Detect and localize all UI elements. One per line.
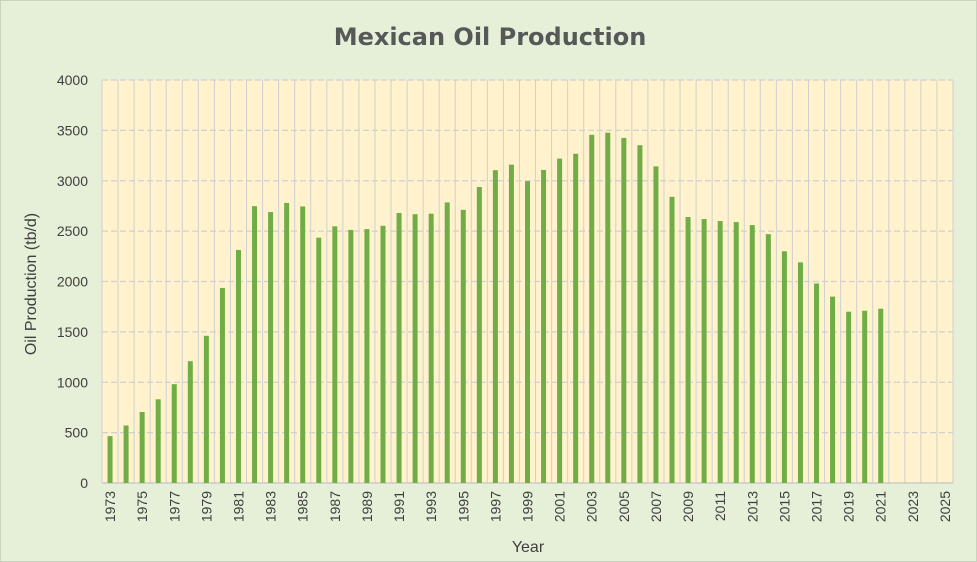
bar — [123, 425, 129, 483]
chart-title: Mexican Oil Production — [334, 23, 647, 51]
x-tick-label: 2011 — [712, 491, 728, 521]
x-tick-label: 1987 — [327, 491, 343, 522]
bar — [492, 170, 498, 483]
x-tick-label: 2013 — [744, 491, 760, 522]
bar — [412, 214, 418, 483]
bar — [621, 137, 627, 483]
bar — [814, 283, 820, 483]
bar — [589, 134, 595, 484]
x-tick-label: 1983 — [263, 491, 279, 522]
bar — [557, 158, 563, 483]
bar — [797, 262, 803, 483]
bar — [187, 361, 193, 483]
x-tick-label: 2007 — [648, 491, 664, 522]
x-tick-label: 1985 — [295, 491, 311, 522]
y-tick-label: 1000 — [57, 374, 88, 390]
bar — [155, 399, 161, 483]
bar — [203, 335, 209, 483]
bar — [252, 206, 258, 484]
bar — [171, 384, 177, 483]
bar — [765, 234, 771, 483]
bar — [541, 169, 547, 483]
bar — [300, 206, 306, 483]
x-tick-label: 2001 — [552, 491, 568, 522]
bar — [685, 217, 691, 483]
bar — [332, 226, 338, 483]
y-tick-labels: 0 500 1000 1500 2000 2500 3000 3500 4000 — [57, 72, 88, 491]
bar — [460, 209, 466, 483]
y-tick-label: 500 — [65, 425, 89, 441]
bar — [733, 222, 739, 483]
bar — [380, 225, 386, 483]
bar — [637, 145, 643, 484]
x-tick-label: 2023 — [905, 491, 921, 522]
bar — [316, 237, 322, 483]
x-axis-title: Year — [512, 539, 545, 556]
x-tick-label: 2017 — [809, 491, 825, 522]
y-axis-title: Oil Production (tb/d) — [23, 213, 40, 355]
bar — [862, 310, 868, 483]
y-tick-label: 1500 — [57, 324, 88, 340]
bar — [701, 219, 707, 483]
bars — [107, 132, 884, 484]
x-tick-label: 1997 — [487, 491, 503, 522]
y-tick-label: 3000 — [57, 173, 88, 189]
bar — [219, 287, 225, 483]
x-tick-label: 1989 — [359, 491, 375, 522]
bar — [669, 196, 675, 483]
bar — [717, 221, 723, 484]
bar — [284, 202, 290, 484]
x-tick-label: 1977 — [166, 491, 182, 522]
bar — [444, 202, 450, 483]
bar — [878, 308, 884, 483]
x-tick-label: 2005 — [616, 491, 632, 522]
bar — [830, 296, 836, 483]
bar — [396, 212, 402, 484]
bar — [268, 212, 274, 483]
bar — [476, 186, 482, 483]
y-tick-label: 2000 — [57, 274, 88, 290]
y-tick-label: 2500 — [57, 223, 88, 239]
x-tick-labels: 1973 1975 1977 1979 1981 1983 1985 1987 1989 1991… — [102, 491, 953, 522]
bar — [364, 229, 370, 483]
bar — [846, 311, 852, 483]
bar — [235, 249, 241, 483]
bar — [573, 153, 579, 483]
y-tick-label: 0 — [80, 475, 88, 491]
bar — [781, 251, 787, 483]
x-tick-label: 2025 — [937, 491, 953, 522]
x-tick-label: 1991 — [391, 491, 407, 522]
y-tick-label: 4000 — [57, 72, 88, 88]
bar — [605, 132, 611, 483]
x-tick-label: 2021 — [873, 491, 889, 522]
x-tick-label: 2009 — [680, 491, 696, 522]
y-tick-label: 3500 — [57, 122, 88, 138]
bar — [139, 411, 145, 483]
x-tick-label: 1999 — [520, 491, 536, 522]
bar — [508, 164, 514, 483]
x-tick-label: 1995 — [455, 491, 471, 522]
x-tick-label: 1973 — [102, 491, 118, 522]
bar — [653, 166, 659, 483]
bar — [428, 213, 434, 483]
bar — [348, 229, 354, 483]
bar — [749, 225, 755, 483]
x-tick-label: 2015 — [776, 491, 792, 522]
x-tick-label: 1993 — [423, 491, 439, 522]
x-tick-label: 1975 — [134, 491, 150, 522]
x-tick-label: 1979 — [198, 491, 214, 522]
x-tick-label: 2019 — [841, 491, 857, 522]
x-tick-label: 2003 — [584, 491, 600, 522]
bar — [107, 436, 113, 483]
x-tick-label: 1981 — [230, 491, 246, 522]
gridlines — [101, 79, 954, 484]
bar — [525, 181, 530, 483]
